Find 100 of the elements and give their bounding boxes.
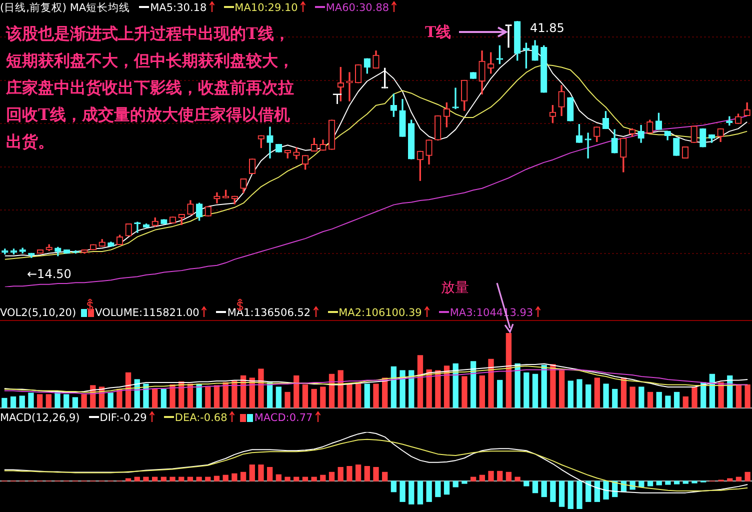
bar <box>506 472 512 482</box>
bar <box>284 392 290 408</box>
bar <box>656 480 662 486</box>
bar <box>586 384 592 408</box>
legend-label: MA1:136506.52 <box>227 307 311 319</box>
bar <box>462 376 468 408</box>
chart-title: (日线,前复权) MA短长均线 <box>0 2 130 14</box>
annotation: T <box>333 92 342 108</box>
bar <box>417 480 424 504</box>
bar <box>2 398 8 408</box>
candlestick <box>584 132 592 158</box>
bar <box>470 361 476 408</box>
bar <box>249 464 255 482</box>
bar <box>81 394 87 408</box>
bar <box>373 466 379 482</box>
legend-label: MA5:30.18 <box>150 2 207 14</box>
bar <box>665 396 671 408</box>
bar <box>550 364 556 408</box>
candlestick <box>266 126 274 158</box>
annotation: 该股也是渐进式上升过程中出现的T线，短期获利盘不大，但中长期获利盘较大，庄家盘中出货收出下影线，收盘前再次拉回收T线，成交量的放大使庄家得以借机出货。 <box>6 23 295 153</box>
bar <box>612 388 618 408</box>
bar <box>232 380 238 408</box>
bar <box>196 384 202 408</box>
bar <box>550 480 556 502</box>
bar <box>638 386 644 408</box>
bar <box>408 480 414 504</box>
bar <box>674 480 680 484</box>
legend-label: MA10:29.10 <box>234 2 298 14</box>
bar <box>620 378 627 408</box>
bar <box>108 392 114 408</box>
bar <box>46 394 52 408</box>
bar <box>497 380 503 408</box>
bar <box>524 480 530 486</box>
bar <box>258 464 264 482</box>
bar <box>205 386 211 408</box>
bar <box>328 472 335 482</box>
bar <box>426 480 432 502</box>
bar <box>346 466 352 482</box>
bar <box>338 370 344 408</box>
bar <box>435 370 441 408</box>
bar <box>320 386 326 408</box>
bar <box>479 474 485 482</box>
candlestick <box>346 72 353 102</box>
bar <box>36 394 43 408</box>
bar <box>267 466 273 482</box>
bar <box>744 472 750 482</box>
bar <box>338 466 344 482</box>
bar <box>488 358 494 408</box>
bar <box>576 480 582 509</box>
bar <box>506 333 512 408</box>
text: ←14.50 <box>27 267 72 281</box>
bar <box>647 392 654 408</box>
bar <box>302 476 308 482</box>
bar <box>400 370 406 408</box>
bar <box>558 370 565 408</box>
bar <box>355 384 362 408</box>
chart-title: VOL2(5,10,20) <box>0 307 76 319</box>
bar <box>364 466 370 482</box>
bar <box>692 480 698 484</box>
bar <box>240 472 246 482</box>
bar <box>116 388 122 408</box>
bar <box>444 366 450 408</box>
bar <box>736 384 742 408</box>
bar <box>160 388 166 408</box>
bar <box>276 386 282 408</box>
bar <box>311 388 317 408</box>
text: 放量 <box>441 279 469 297</box>
bar <box>222 382 228 408</box>
bar <box>390 480 397 492</box>
candlestick <box>452 88 459 110</box>
bar <box>630 386 636 408</box>
bar <box>64 394 70 408</box>
legend-label: DIF:-0.29 <box>100 412 147 424</box>
bar <box>125 478 132 482</box>
bar <box>72 397 78 408</box>
bar <box>294 476 300 482</box>
bar <box>568 480 574 509</box>
bar <box>638 480 644 488</box>
bar <box>594 480 600 502</box>
bar <box>532 374 538 408</box>
bar <box>10 396 16 408</box>
bar <box>479 375 485 408</box>
bar <box>576 379 582 408</box>
bar <box>19 396 25 408</box>
legend-label: MA60:30.88 <box>326 2 390 14</box>
bar <box>214 385 220 408</box>
annotation: 41.85 <box>530 21 564 35</box>
bar <box>656 392 662 408</box>
bar <box>160 476 166 482</box>
bar <box>736 476 742 482</box>
bar <box>692 386 698 408</box>
bar <box>187 384 194 408</box>
bar <box>222 474 228 482</box>
bar <box>134 476 140 482</box>
bar <box>54 392 60 408</box>
bar <box>196 476 202 482</box>
legend-label: DEA:-0.68 <box>174 412 228 424</box>
legend-label: MA2:106100.39 <box>338 307 422 319</box>
bar <box>444 480 450 495</box>
bar <box>718 382 724 408</box>
